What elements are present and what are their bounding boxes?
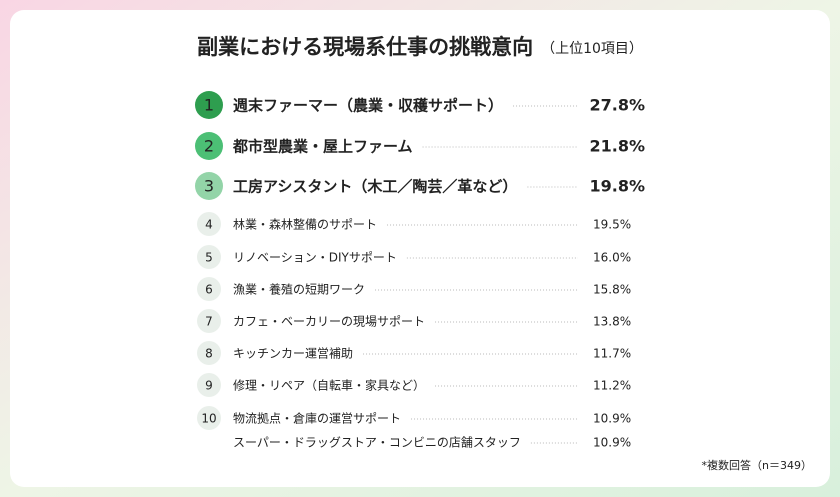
item-label: 工房アシスタント（木工／陶芸／革など）	[233, 178, 517, 196]
item-label: リノベーション・DIYサポート	[233, 251, 397, 265]
subtitle: （上位10項目）	[541, 41, 643, 57]
rank-badge	[197, 341, 221, 365]
item-value: 10.9%	[593, 412, 631, 426]
rank-number: 8	[205, 347, 213, 361]
item-value: 16.0%	[593, 251, 631, 265]
item-value: 21.8%	[589, 137, 645, 156]
item-label: スーパー・ドラッグストア・コンビニの店舗スタッフ	[233, 436, 521, 450]
item-label: 修理・リペア（自転車・家具など）	[233, 378, 425, 393]
item-value: 19.5%	[593, 218, 631, 232]
card	[10, 10, 830, 487]
item-value: 13.8%	[593, 315, 631, 329]
rank-number: 9	[205, 379, 213, 393]
item-value: 27.8%	[589, 96, 645, 115]
item-value: 15.8%	[593, 283, 631, 297]
item-label: 週末ファーマー（農業・収穫サポート）	[233, 97, 503, 115]
rank-number: 7	[205, 315, 213, 329]
item-value: 10.9%	[593, 436, 631, 450]
rank-badge	[195, 132, 223, 160]
item-label: キッチンカー運営補助	[233, 347, 353, 361]
rank-badge	[197, 277, 221, 301]
rank-badge	[197, 212, 221, 236]
rank-number: 10	[201, 412, 216, 426]
item-label: 都市型農業・屋上ファーム	[232, 138, 413, 156]
rank-number: 4	[205, 218, 213, 232]
rank-badge	[197, 245, 221, 269]
footnote: *複数回答（n＝349）	[702, 458, 812, 472]
rank-number: 3	[204, 177, 214, 196]
rank-badge	[197, 373, 221, 397]
item-label: 林業・森林整備のサポート	[233, 217, 377, 232]
item-value: 19.8%	[589, 177, 645, 196]
title: 副業における現場系仕事の挑戦意向	[197, 35, 533, 59]
item-value: 11.7%	[593, 347, 631, 361]
title-group: 副業における現場系仕事の挑戦意向 （上位10項目）	[197, 35, 643, 59]
rank-number: 5	[205, 251, 213, 265]
rank-badge	[197, 406, 221, 430]
rank-badge	[197, 309, 221, 333]
item-label: 物流拠点・倉庫の運営サポート	[233, 411, 401, 426]
item-label: カフェ・ベーカリーの現場サポート	[233, 315, 425, 329]
rank-number: 6	[205, 283, 213, 297]
item-label: 漁業・養殖の短期ワーク	[233, 282, 365, 297]
rank-badge	[195, 91, 223, 119]
rank-number: 2	[204, 137, 214, 156]
item-value: 11.2%	[593, 379, 631, 393]
rank-badge	[195, 172, 223, 200]
rank-number: 1	[204, 96, 214, 115]
